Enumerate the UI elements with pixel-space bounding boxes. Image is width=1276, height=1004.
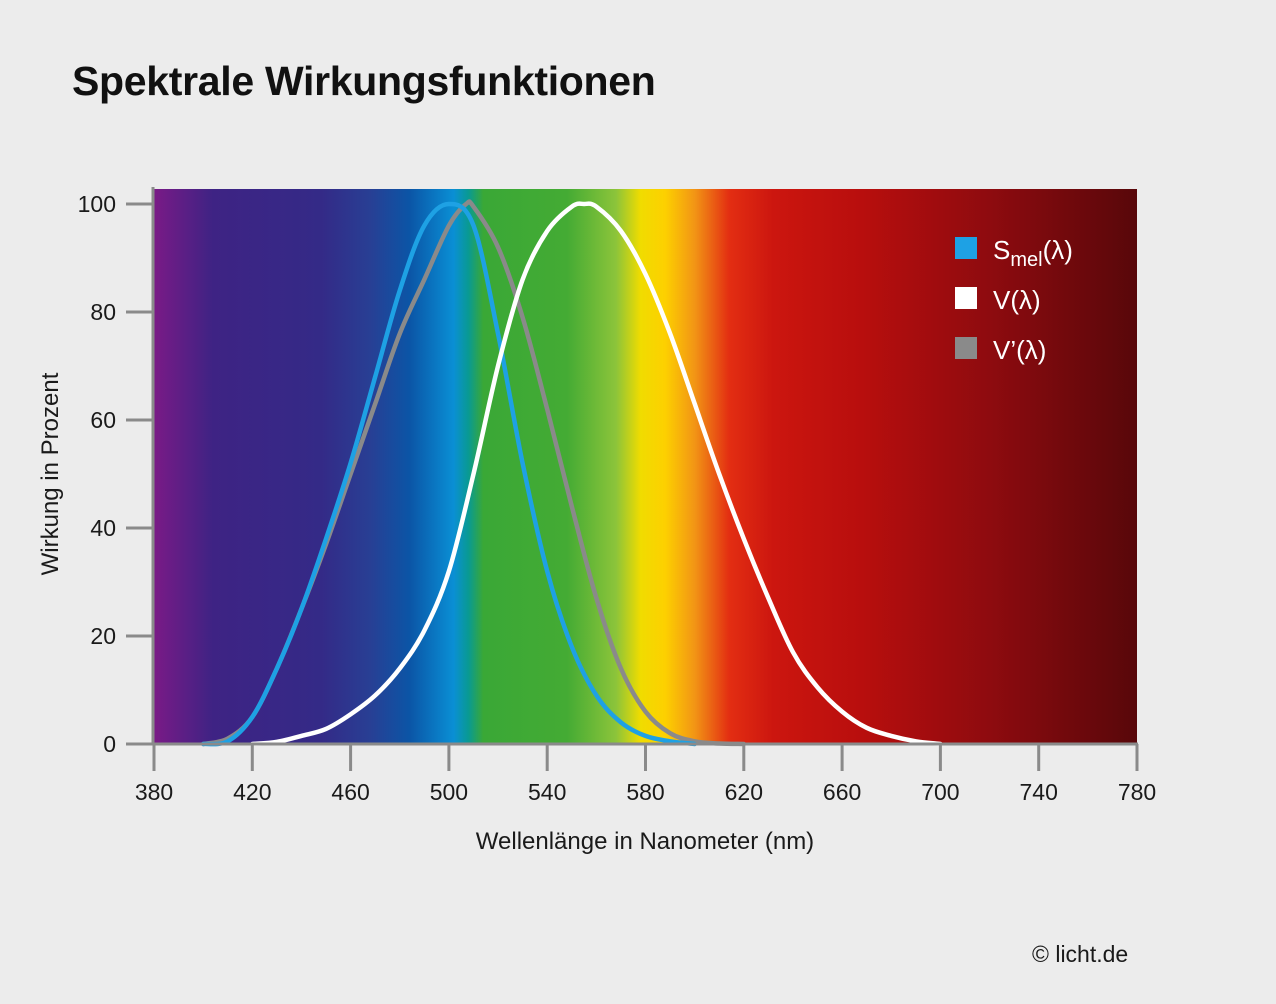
legend-label: Smel(λ) — [993, 235, 1073, 271]
x-tick-label: 620 — [725, 779, 763, 805]
legend-swatch — [955, 237, 977, 259]
legend-swatch — [955, 337, 977, 359]
legend-item-v: V(λ) — [955, 285, 1041, 315]
y-tick-label: 100 — [78, 191, 116, 217]
legend-label: V(λ) — [993, 285, 1041, 315]
x-tick-label: 460 — [331, 779, 369, 805]
x-tick-label: 580 — [626, 779, 664, 805]
y-axis-label: Wirkung in Prozent — [37, 372, 64, 575]
y-tick-label: 60 — [90, 407, 116, 433]
legend-item-v-prime: V’(λ) — [955, 335, 1046, 365]
series-line-smel — [200, 201, 697, 747]
series-layer — [200, 199, 943, 747]
legend: Smel(λ) V(λ) V’(λ) — [955, 235, 1073, 365]
x-tick-label: 500 — [430, 779, 468, 805]
chart-title: Spektrale Wirkungsfunktionen — [72, 58, 656, 104]
x-tick-label: 420 — [233, 779, 271, 805]
x-axis-label: Wellenlänge in Nanometer (nm) — [476, 828, 814, 855]
x-tick-label: 780 — [1118, 779, 1156, 805]
x-tick-label: 380 — [135, 779, 173, 805]
x-ticks: 380 420 460 500 540 580 620 660 700 740 780 — [135, 744, 1156, 805]
x-tick-label: 660 — [823, 779, 861, 805]
copyright: © licht.de — [1032, 941, 1129, 967]
legend-label: V’(λ) — [993, 335, 1046, 365]
y-tick-label: 80 — [90, 299, 116, 325]
spectrum-background — [154, 189, 1137, 744]
y-tick-label: 20 — [90, 623, 116, 649]
x-tick-label: 540 — [528, 779, 566, 805]
x-tick-label: 700 — [921, 779, 959, 805]
legend-swatch — [955, 287, 977, 309]
y-ticks: 0 20 40 60 80 100 — [78, 191, 153, 757]
y-tick-label: 40 — [90, 515, 116, 541]
legend-item-smel: Smel(λ) — [955, 235, 1073, 271]
series-line-v — [250, 201, 943, 747]
x-tick-label: 740 — [1020, 779, 1058, 805]
y-tick-label: 0 — [103, 731, 116, 757]
